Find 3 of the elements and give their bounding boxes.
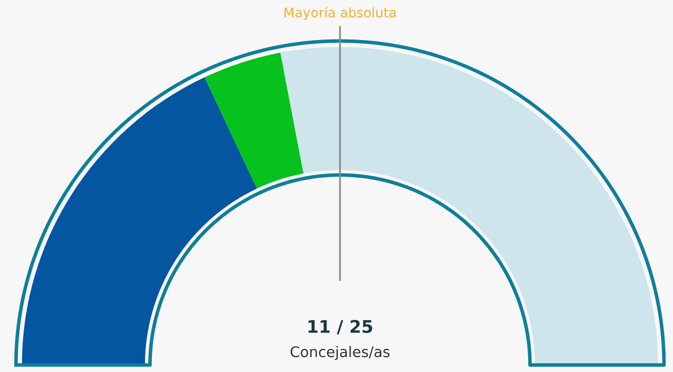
text: Concejales/as xyxy=(290,346,390,360)
text: Mayoría absoluta xyxy=(284,6,396,20)
text: 11 / 25 xyxy=(308,320,372,334)
